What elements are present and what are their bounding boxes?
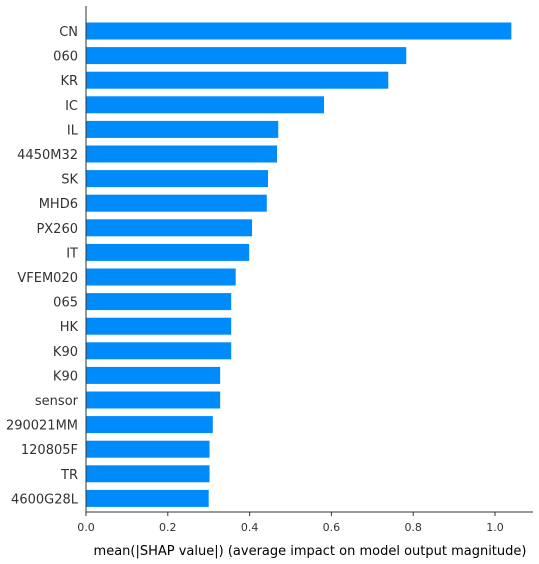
bars-group xyxy=(86,22,512,507)
bar xyxy=(86,170,269,188)
category-label: 060 xyxy=(53,50,78,65)
x-tick-label: 0.2 xyxy=(159,521,177,534)
category-label: TR xyxy=(60,468,78,483)
category-label: CN xyxy=(59,25,78,40)
category-label: K90 xyxy=(53,369,78,384)
bar xyxy=(86,120,279,138)
bar xyxy=(86,489,209,507)
category-label: 065 xyxy=(53,296,78,311)
bar xyxy=(86,440,210,458)
category-label: 290021MM xyxy=(6,419,78,434)
bar xyxy=(86,194,267,212)
bar xyxy=(86,416,213,434)
category-label: IL xyxy=(67,123,79,138)
bar xyxy=(86,243,250,261)
bar xyxy=(86,391,221,409)
x-ticks: 0.0 0.2 0.4 0.6 0.8 1.0 xyxy=(77,512,504,534)
category-label: sensor xyxy=(35,394,79,409)
bar xyxy=(86,317,232,335)
x-tick-label: 1.0 xyxy=(486,521,504,534)
x-tick-label: 0.6 xyxy=(323,521,341,534)
bar xyxy=(86,342,232,360)
category-label: 120805F xyxy=(21,443,78,458)
category-label: K90 xyxy=(53,345,78,360)
bar xyxy=(86,145,278,163)
bar xyxy=(86,47,407,65)
bar xyxy=(86,268,236,286)
category-label: KR xyxy=(60,74,78,89)
bar xyxy=(86,366,221,384)
x-tick-label: 0.8 xyxy=(404,521,422,534)
bar xyxy=(86,71,389,89)
category-labels: CN 060 KR IC IL 4450M32 SK MHD6 PX260 IT VFEM020 06… xyxy=(6,25,79,507)
category-label: 4600G28L xyxy=(11,492,79,507)
category-label: HK xyxy=(60,320,79,335)
category-label: PX260 xyxy=(36,222,78,237)
bar xyxy=(86,219,253,237)
x-axis-title: mean(|SHAP value|) (average impact on mo… xyxy=(94,544,527,559)
category-label: MHD6 xyxy=(39,197,78,212)
x-tick-label: 0.0 xyxy=(77,521,95,534)
bar xyxy=(86,465,210,483)
category-label: IT xyxy=(66,246,78,261)
category-label: VFEM020 xyxy=(17,271,78,286)
category-label: IC xyxy=(65,99,78,114)
x-tick-label: 0.4 xyxy=(241,521,259,534)
category-label: 4450M32 xyxy=(17,148,78,163)
bar xyxy=(86,96,325,114)
bar xyxy=(86,22,512,40)
bar xyxy=(86,293,232,311)
category-label: SK xyxy=(61,173,78,188)
